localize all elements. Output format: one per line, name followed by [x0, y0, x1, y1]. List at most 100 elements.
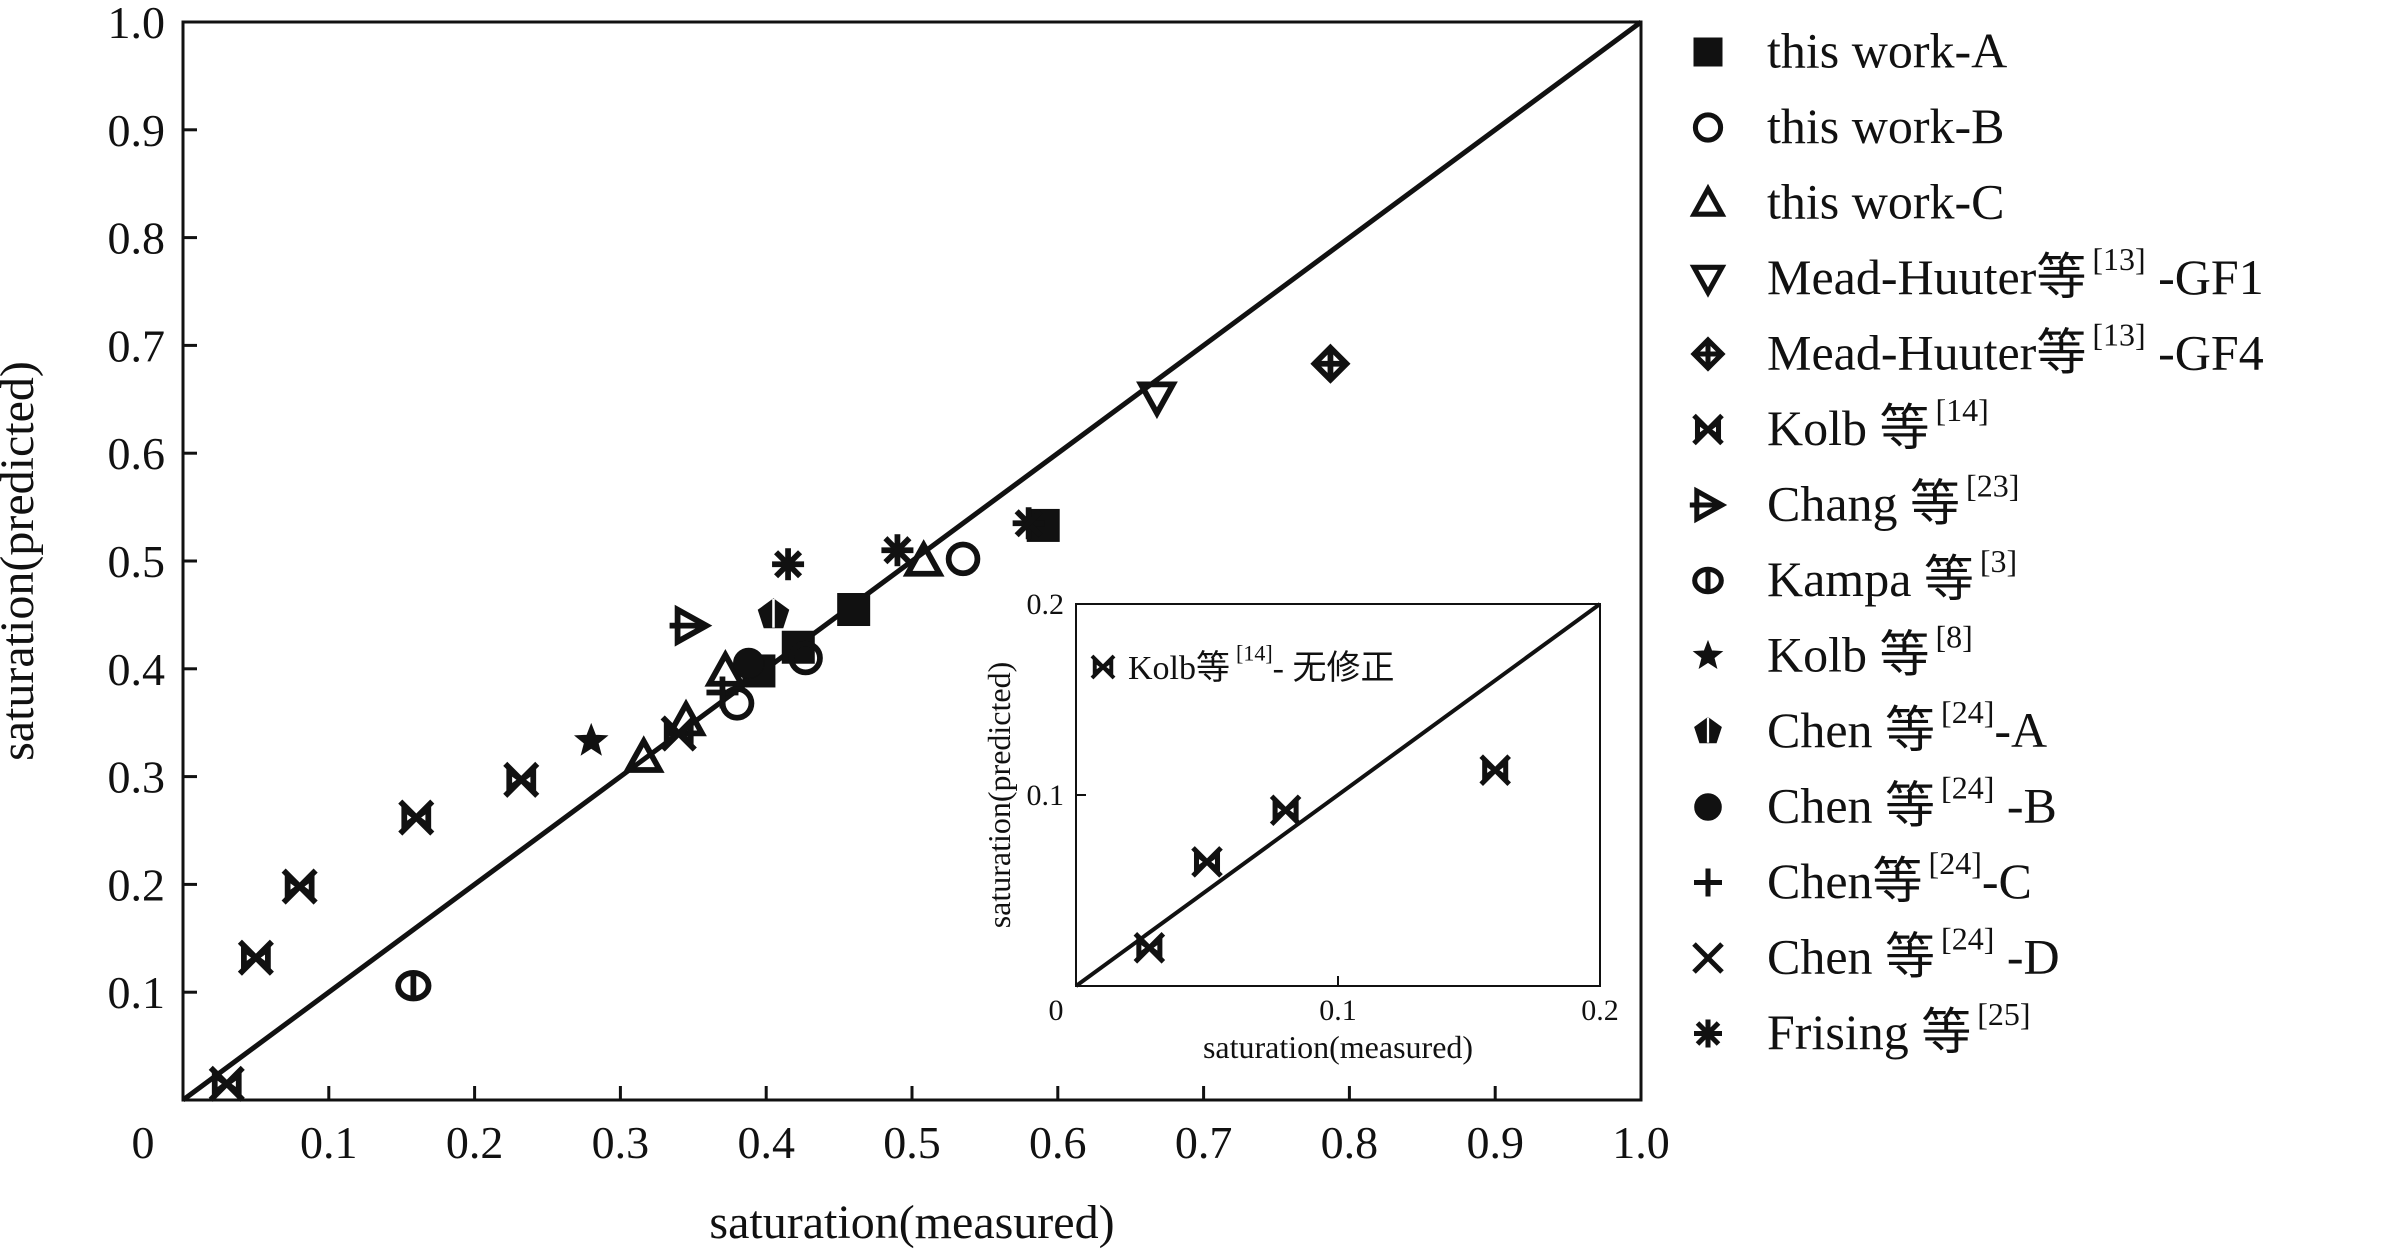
x-axis-label: saturation(measured) — [709, 1196, 1114, 1249]
y-tick-label: 0.2 — [108, 859, 166, 910]
legend-item-chen-24-d: Chen 等 [24] -D — [1692, 921, 2060, 985]
x-tick-label: 1.0 — [1612, 1117, 1670, 1168]
point-this-work-c — [704, 649, 747, 687]
inset-series-kolb-14 — [1133, 754, 1511, 964]
x-tick-label: 0.1 — [300, 1117, 358, 1168]
point-chen-24-a — [757, 598, 790, 629]
legend-item-this-work-b-label: this work-B — [1767, 98, 2005, 154]
point-this-work-b — [788, 640, 823, 676]
x-tick-label: 0.6 — [1029, 1117, 1087, 1168]
inset-point-kolb-14 — [1191, 846, 1223, 878]
y-tick-label: 0.9 — [108, 105, 166, 156]
legend-item-mead-huuter-13-gf1-marker — [1689, 264, 1727, 298]
series-chen-24-c — [706, 676, 739, 709]
point-mead-huuter-13-gf1 — [1136, 381, 1178, 420]
legend-item-kolb-14: Kolb 等 [14] — [1692, 392, 1989, 456]
legend-item-chen-24-b: Chen 等 [24] -B — [1694, 770, 2057, 834]
legend-item-chang-23-marker — [1689, 486, 1728, 524]
point-kolb-14 — [208, 1065, 245, 1102]
series-this-work-c — [622, 539, 945, 773]
legend-item-this-work-b-marker — [1692, 112, 1724, 143]
point-frising-25 — [1012, 507, 1045, 540]
point-this-work-c — [902, 539, 945, 577]
series-mead-huuter-13-gf4 — [1310, 343, 1351, 384]
series-chen-24-b — [733, 647, 765, 680]
legend-item-chen-24-a-marker — [1694, 716, 1722, 744]
series-chang-23 — [669, 604, 713, 647]
y-tick-label: 0.3 — [108, 752, 166, 803]
point-kampa-3 — [395, 970, 432, 1002]
inset-legend-item-label: Kolb等 [14]- 无修正 — [1128, 640, 1394, 687]
y-tick-label: 0.4 — [108, 644, 166, 695]
point-kolb-14 — [237, 939, 274, 976]
inset-legend-item: Kolb等 [14]- 无修正 — [1090, 640, 1394, 687]
inset-point-kolb-14 — [1133, 932, 1166, 964]
legend-item-chang-23: Chang 等 [23] — [1689, 468, 2019, 532]
series-chen-24-d — [660, 715, 697, 752]
series-mead-huuter-13-gf1 — [1136, 381, 1178, 420]
legend-item-frising-25-label: Frising 等 [25] — [1767, 996, 2031, 1060]
point-frising-25 — [881, 534, 914, 567]
inset-x-axis-label: saturation(measured) — [1203, 1029, 1473, 1065]
legend-item-chen-24-d-label: Chen 等 [24] -D — [1767, 921, 2060, 985]
y-tick-label: 0.7 — [108, 320, 166, 371]
legend-item-mead-huuter-13-gf1-label: Mead-Huuter等 [13] -GF1 — [1767, 241, 2264, 305]
point-chen-24-d — [660, 715, 697, 752]
legend-item-mead-huuter-13-gf4-label: Mead-Huuter等 [13] -GF4 — [1767, 317, 2264, 381]
point-this-work-a — [837, 593, 871, 627]
legend-item-this-work-b: this work-B — [1692, 98, 2005, 154]
legend-item-kolb-14-label: Kolb 等 [14] — [1767, 392, 1989, 456]
inset-y-tick-label: 0.2 — [1027, 588, 1065, 621]
series-chen-24-a — [757, 598, 790, 629]
legend-item-mead-huuter-13-gf4-marker — [1690, 336, 1726, 372]
legend-item-chen-24-b-marker — [1694, 793, 1722, 821]
legend-item-this-work-c-label: this work-C — [1767, 173, 2005, 229]
series-frising-25 — [772, 507, 1045, 581]
y-axis-label: saturation(predicted) — [0, 361, 44, 761]
x-tick-label: 0.8 — [1321, 1117, 1379, 1168]
origin-label: 0 — [132, 1117, 155, 1168]
legend-item-this-work-a-marker — [1693, 37, 1723, 67]
x-tick-label: 0.5 — [883, 1117, 941, 1168]
point-mead-huuter-13-gf4 — [1310, 343, 1351, 384]
point-frising-25 — [772, 548, 805, 581]
legend-item-kampa-3-marker — [1692, 566, 1724, 595]
legend-item-mead-huuter-13-gf1: Mead-Huuter等 [13] -GF1 — [1689, 241, 2264, 305]
inset-point-kolb-14 — [1269, 794, 1302, 827]
legend-item-kampa-3: Kampa 等 [3] — [1692, 543, 2017, 607]
legend-item-chen-24-c-marker — [1694, 868, 1722, 897]
inset-x-tick-label: 0.1 — [1319, 994, 1357, 1027]
y-tick-label: 0.1 — [108, 967, 166, 1018]
legend-item-chen-24-a-label: Chen 等 [24]-A — [1767, 694, 2047, 758]
point-this-work-b — [945, 541, 981, 577]
inset-y-axis-label: saturation(predicted) — [981, 662, 1017, 929]
x-tick-label: 0.7 — [1175, 1117, 1233, 1168]
legend-item-chen-24-a: Chen 等 [24]-A — [1694, 694, 2047, 758]
y-tick-label: 0.5 — [108, 536, 166, 587]
legend-item-frising-25: Frising 等 [25] — [1694, 996, 2031, 1060]
legend-item-chang-23-label: Chang 等 [23] — [1767, 468, 2019, 532]
point-this-work-c — [622, 735, 665, 773]
legend: this work-A this work-B this work-C Mead-Hu… — [1689, 22, 2264, 1060]
legend-item-frising-25-marker — [1694, 1019, 1722, 1048]
point-kolb-8 — [573, 722, 609, 756]
inset-plot: 0.1 0.2 0.1 0.2 0 saturation(measured) saturat… — [981, 588, 1619, 1065]
x-tick-label: 0.9 — [1466, 1117, 1524, 1168]
x-tick-label: 0.2 — [446, 1117, 504, 1168]
legend-item-this-work-a: this work-A — [1693, 22, 2007, 78]
series-kampa-3 — [395, 970, 432, 1002]
legend-item-this-work-c: this work-C — [1689, 173, 2005, 229]
inset-legend-item-marker — [1090, 654, 1116, 680]
inset-y-tick-label: 0.1 — [1027, 779, 1065, 812]
legend-item-this-work-c-marker — [1689, 183, 1727, 217]
main-plot: 0.1 0.2 0.3 0.4 0.5 0.6 0.7 0.8 0.9 1.0 0.1 0.2 0.3 0… — [0, 0, 1670, 1249]
legend-item-chen-24-b-label: Chen 等 [24] -B — [1767, 770, 2057, 834]
inset-origin-label: 0 — [1049, 994, 1064, 1027]
point-kolb-14 — [281, 868, 318, 905]
legend-item-kolb-8-marker — [1692, 639, 1724, 670]
series-kolb-8 — [573, 722, 609, 756]
legend-item-chen-24-d-marker — [1692, 942, 1724, 974]
legend-item-this-work-a-label: this work-A — [1767, 22, 2007, 78]
legend-item-kampa-3-label: Kampa 等 [3] — [1767, 543, 2017, 607]
